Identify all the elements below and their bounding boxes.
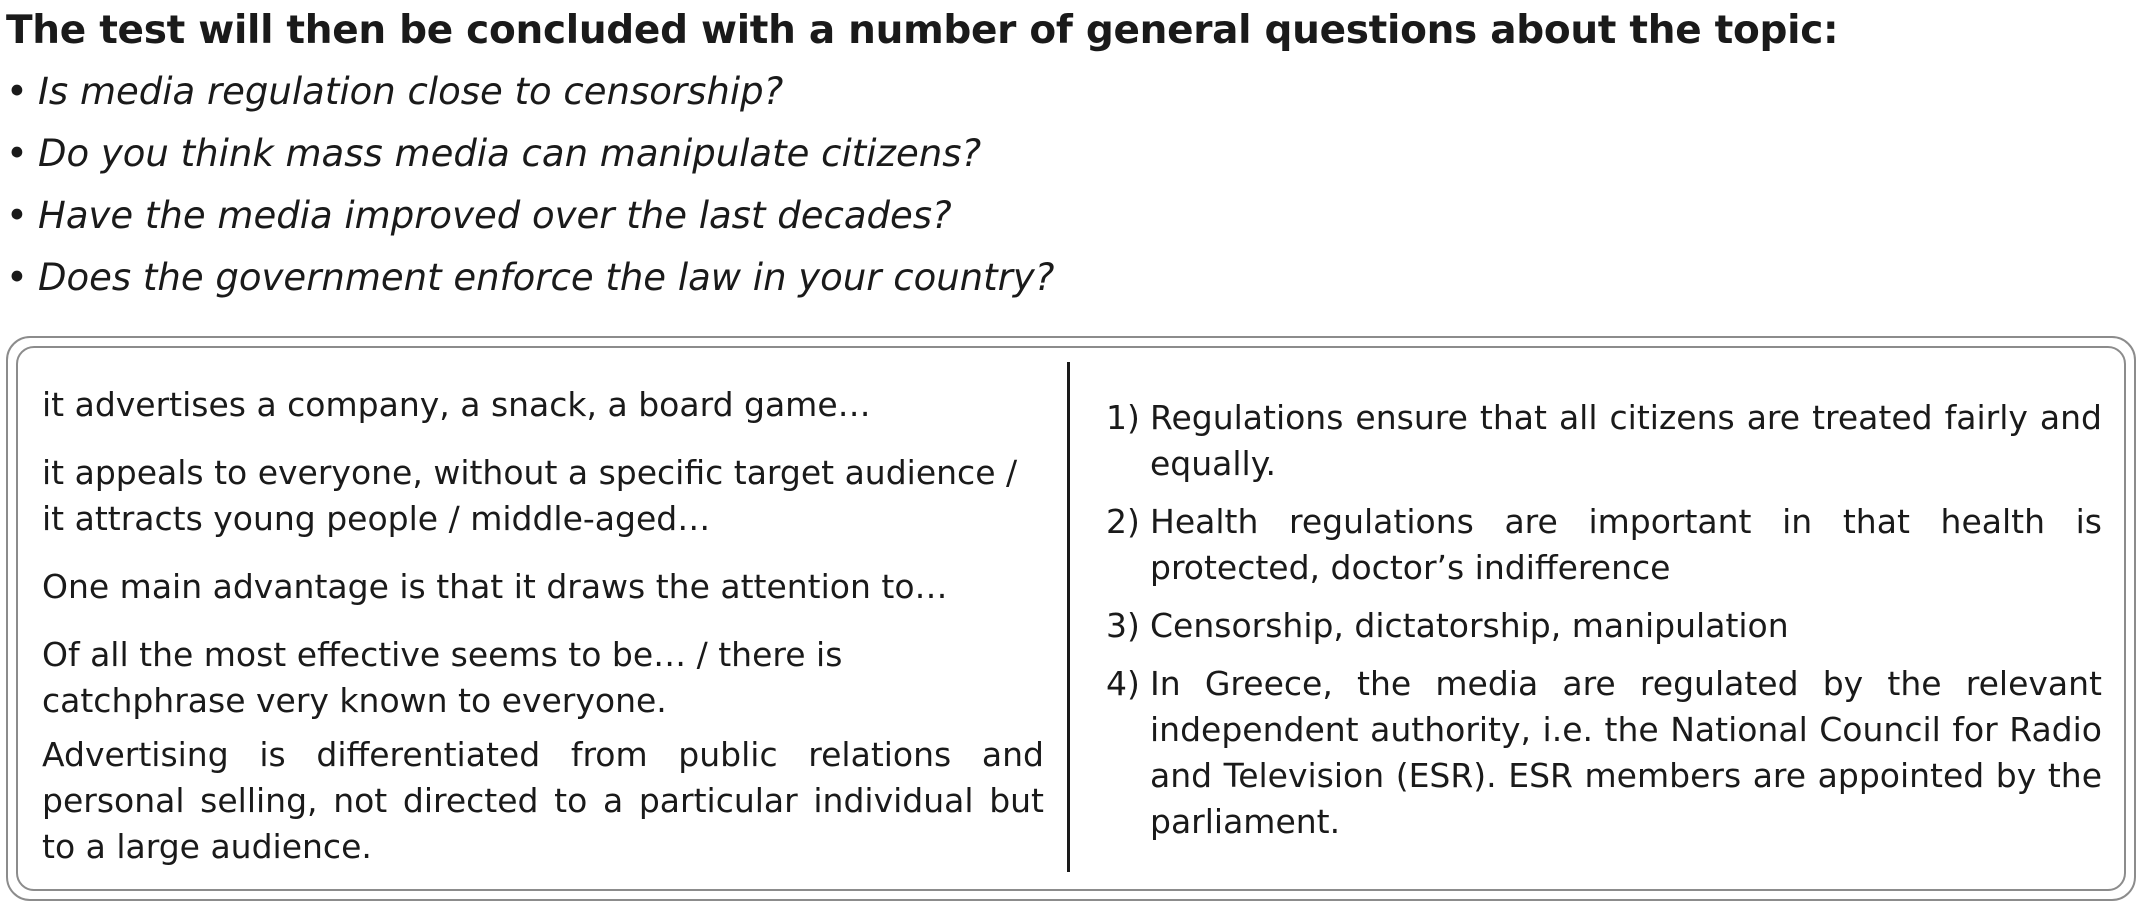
question-text: Is media regulation close to censorship? xyxy=(38,70,784,113)
answer-text: Censorship, dictatorship, manipulation xyxy=(1150,606,1789,645)
phrase-paragraph: it advertises a company, a snack, a boar… xyxy=(42,385,871,424)
phrase-paragraph: it appeals to everyone, without a specif… xyxy=(42,453,1018,538)
answer-text: Regulations ensure that all citizens are… xyxy=(1150,398,2102,483)
answer-text: Health regulations are important in that… xyxy=(1150,502,2102,587)
question-list: • Is media regulation close to censorshi… xyxy=(6,70,1054,318)
right-column-answers: 1) Regulations ensure that all citizens … xyxy=(1106,395,2102,857)
bullet-icon: • xyxy=(6,256,28,299)
question-item: • Have the media improved over the last … xyxy=(6,194,1054,256)
bullet-icon: • xyxy=(6,132,28,175)
question-item: • Is media regulation close to censorshi… xyxy=(6,70,1054,132)
answer-number: 2) xyxy=(1106,502,1140,541)
bullet-icon: • xyxy=(6,194,28,237)
answer-item: 1) Regulations ensure that all citizens … xyxy=(1106,395,2102,487)
answer-item: 4) In Greece, the media are regulated by… xyxy=(1106,661,2102,845)
question-text: Does the government enforce the law in y… xyxy=(38,256,1055,299)
phrase-paragraph: Advertising is differentiated from publi… xyxy=(42,735,1044,866)
answer-box-outer-border xyxy=(6,336,2136,901)
answer-number: 1) xyxy=(1106,398,1140,437)
answer-item: 3) Censorship, dictatorship, manipulatio… xyxy=(1106,603,2102,649)
question-text: Have the media improved over the last de… xyxy=(38,194,952,237)
answer-number: 3) xyxy=(1106,606,1140,645)
section-heading: The test will then be concluded with a n… xyxy=(6,8,1839,53)
question-item: • Does the government enforce the law in… xyxy=(6,256,1054,318)
answer-box-inner-border xyxy=(16,346,2126,891)
bullet-icon: • xyxy=(6,70,28,113)
question-text: Do you think mass media can manipulate c… xyxy=(38,132,982,175)
left-column-phrases: it advertises a company, a snack, a boar… xyxy=(42,382,1044,892)
answer-number: 4) xyxy=(1106,664,1140,703)
answer-text: In Greece, the media are regulated by th… xyxy=(1150,664,2102,841)
question-item: • Do you think mass media can manipulate… xyxy=(6,132,1054,194)
answer-item: 2) Health regulations are important in t… xyxy=(1106,499,2102,591)
phrase-paragraph: Of all the most effective seems to be… /… xyxy=(42,635,843,720)
column-divider xyxy=(1067,362,1070,872)
phrase-paragraph: One main advantage is that it draws the … xyxy=(42,567,948,606)
